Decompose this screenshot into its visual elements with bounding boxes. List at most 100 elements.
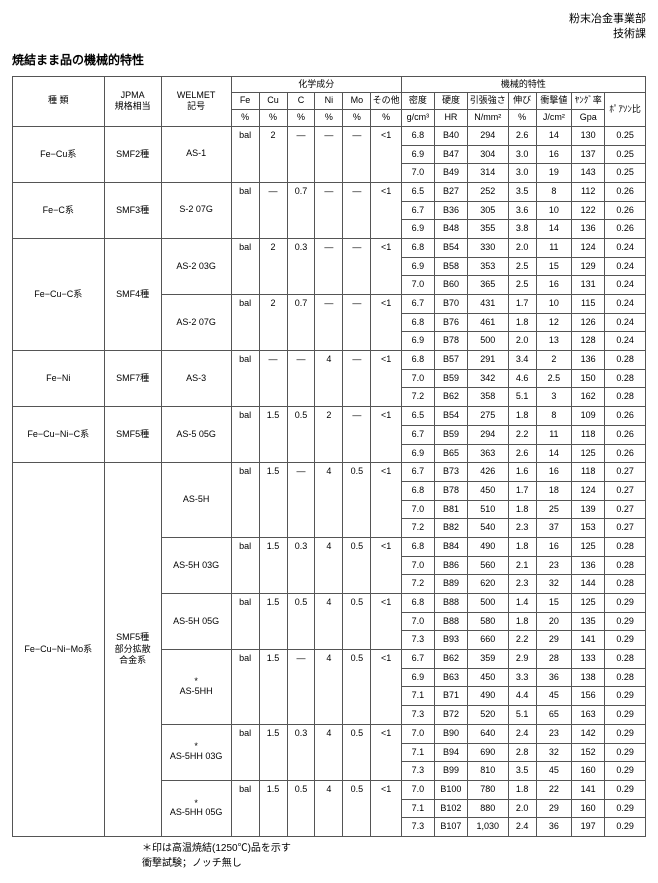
cell-chem: [343, 313, 371, 332]
cell-value: 7.1: [401, 799, 434, 818]
cell-value: 365: [467, 276, 508, 295]
cell-chem: [287, 706, 315, 725]
cell-welmet: *AS-5HH 03G: [161, 724, 231, 780]
cell-value: 0.29: [605, 724, 646, 743]
cell-value: 160: [572, 799, 605, 818]
cell-value: 115: [572, 295, 605, 314]
cell-chem: [259, 201, 287, 220]
cell-chem: [287, 612, 315, 631]
header-section: 技術課: [12, 27, 646, 42]
cell-chem: [371, 818, 402, 837]
cell-chem: [343, 556, 371, 575]
cell-value: 0.28: [605, 650, 646, 669]
cell-value: 8: [536, 182, 572, 201]
cell-value: 0.29: [605, 594, 646, 613]
cell-value: B54: [434, 238, 467, 257]
cell-chem: [287, 481, 315, 500]
cell-value: 7.3: [401, 762, 434, 781]
cell-chem: [259, 799, 287, 818]
cell-value: 1.8: [508, 407, 536, 426]
col-type: 種 類: [13, 76, 105, 126]
cell-value: 1.8: [508, 780, 536, 799]
col-imp: 衝撃値: [536, 93, 572, 110]
cell-chem: [315, 388, 343, 407]
col-dens: 密度: [401, 93, 434, 110]
cell-value: 14: [536, 126, 572, 145]
cell-chem: [315, 743, 343, 762]
cell-chem: [343, 687, 371, 706]
cell-value: 19: [536, 164, 572, 183]
cell-value: B65: [434, 444, 467, 463]
cell-value: B100: [434, 780, 467, 799]
cell-value: 141: [572, 631, 605, 650]
cell-value: 0.28: [605, 369, 646, 388]
cell-chem: [371, 201, 402, 220]
cell-value: 3: [536, 388, 572, 407]
cell-value: 7.1: [401, 687, 434, 706]
cell-chem: [343, 369, 371, 388]
cell-value: 450: [467, 668, 508, 687]
cell-chem: [259, 257, 287, 276]
cell-value: 1.6: [508, 463, 536, 482]
cell-value: 137: [572, 145, 605, 164]
cell-value: B54: [434, 407, 467, 426]
cell-value: 2.5: [536, 369, 572, 388]
cell-chem: [231, 575, 259, 594]
cell-value: 8: [536, 407, 572, 426]
cell-chem: [231, 313, 259, 332]
cell-welmet: AS-5 05G: [161, 407, 231, 463]
cell-welmet: S-2 07G: [161, 182, 231, 238]
cell-chem: [259, 519, 287, 538]
unit-young: Gpa: [572, 110, 605, 127]
cell-chem: [315, 444, 343, 463]
col-mech: 機械的特性: [401, 76, 645, 93]
cell-chem: ―: [315, 182, 343, 201]
col-ni: Ni: [315, 93, 343, 110]
cell-chem: <1: [371, 182, 402, 201]
cell-value: 25: [536, 500, 572, 519]
cell-value: B60: [434, 276, 467, 295]
cell-value: 2: [536, 351, 572, 370]
cell-value: 16: [536, 145, 572, 164]
cell-chem: [231, 743, 259, 762]
cell-chem: ―: [315, 295, 343, 314]
cell-value: 37: [536, 519, 572, 538]
cell-chem: [343, 575, 371, 594]
cell-value: 426: [467, 463, 508, 482]
cell-chem: [259, 706, 287, 725]
cell-value: B102: [434, 799, 467, 818]
cell-chem: [231, 164, 259, 183]
cell-chem: [287, 631, 315, 650]
cell-value: 0.29: [605, 818, 646, 837]
cell-type: Fe−Cu系: [13, 126, 105, 182]
cell-value: 1.7: [508, 481, 536, 500]
cell-chem: [259, 481, 287, 500]
cell-value: 1.8: [508, 537, 536, 556]
cell-value: 275: [467, 407, 508, 426]
cell-value: 0.29: [605, 631, 646, 650]
cell-value: 0.26: [605, 201, 646, 220]
cell-chem: [231, 706, 259, 725]
col-cu: Cu: [259, 93, 287, 110]
cell-chem: bal: [231, 238, 259, 257]
cell-chem: [315, 164, 343, 183]
cell-value: 14: [536, 220, 572, 239]
cell-chem: [343, 257, 371, 276]
cell-value: 0.28: [605, 668, 646, 687]
cell-value: 560: [467, 556, 508, 575]
cell-value: 0.27: [605, 519, 646, 538]
cell-chem: [259, 220, 287, 239]
cell-chem: 2: [315, 407, 343, 426]
cell-value: 7.0: [401, 556, 434, 575]
cell-value: 32: [536, 743, 572, 762]
cell-chem: [287, 332, 315, 351]
cell-value: 197: [572, 818, 605, 837]
cell-chem: <1: [371, 351, 402, 370]
cell-value: 126: [572, 313, 605, 332]
cell-welmet: AS-5H: [161, 463, 231, 538]
cell-chem: ―: [343, 351, 371, 370]
cell-value: 124: [572, 481, 605, 500]
cell-chem: [231, 444, 259, 463]
cell-value: 363: [467, 444, 508, 463]
cell-chem: [343, 631, 371, 650]
